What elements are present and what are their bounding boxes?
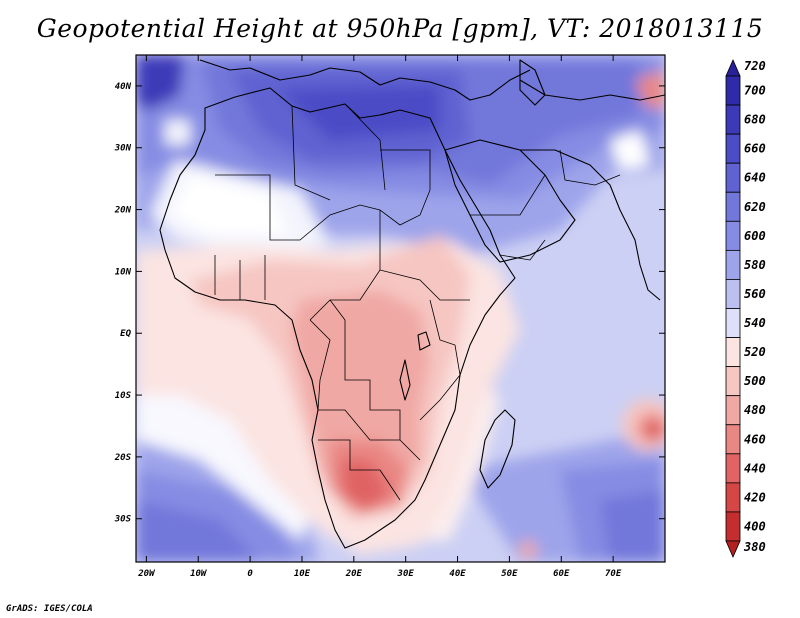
colorbar-label: 380: [743, 540, 766, 554]
colorbar-label: 540: [744, 316, 766, 330]
colorbar-swatch: [725, 366, 741, 397]
lon-tick-label: 60E: [553, 569, 570, 579]
plot-frame: [135, 54, 666, 563]
colorbar-label: 560: [744, 287, 766, 301]
colorbar-swatch: [725, 511, 741, 542]
lat-tick-label: EQ: [120, 329, 131, 339]
colorbar-swatch: [725, 424, 741, 455]
height-field: [136, 55, 665, 562]
colorbar-swatch: [725, 308, 741, 338]
colorbar-swatch: [725, 337, 741, 368]
credit-label: GrADS: IGES/COLA: [6, 604, 93, 614]
colorbar-swatch: [725, 59, 741, 77]
lon-tick-label: 20E: [345, 569, 363, 579]
colorbar-label: 620: [744, 200, 766, 214]
lon-tick-label: 70E: [605, 569, 622, 579]
colorbar-label: 440: [744, 461, 766, 475]
colorbar-swatch: [725, 540, 741, 558]
colorbar-label: 680: [744, 113, 766, 127]
colorbar-swatch: [725, 75, 741, 106]
lat-tick-label: 30S: [114, 515, 132, 525]
latitude-axis: 40N 30N 20N 10N EQ 10S 20S 30S: [114, 82, 665, 525]
lat-tick-label: 20S: [114, 453, 132, 463]
lat-tick-label: 30N: [114, 144, 132, 154]
lon-tick-label: 10W: [190, 569, 208, 579]
lat-tick-label: 10S: [115, 391, 132, 401]
colorbar-swatch: [725, 249, 741, 280]
colorbar-label: 500: [744, 374, 766, 388]
colorbar-label: 520: [744, 345, 766, 359]
colorbar-label: 720: [744, 59, 766, 73]
colorbar-swatch: [725, 220, 741, 251]
lon-tick-label: 40E: [449, 569, 466, 579]
lat-tick-label: 40N: [115, 82, 132, 92]
colorbar-label: 660: [744, 142, 766, 156]
longitude-axis: 20W 10W 0 10E 20E 30E 40E 50E 60E 70E: [137, 55, 622, 579]
lon-tick-label: 20W: [137, 569, 156, 579]
colorbar-swatch: [725, 482, 741, 513]
map-title: Geopotential Height at 950hPa [gpm], VT:…: [36, 14, 764, 43]
country-borders: [214, 103, 621, 501]
colorbar-swatch: [725, 279, 741, 309]
colorbar-label: 640: [744, 171, 766, 185]
colorbar-label: 420: [744, 490, 766, 504]
lat-tick-label: 10N: [115, 267, 132, 277]
colorbar-swatch: [725, 162, 741, 193]
colorbar-swatch: [725, 133, 741, 164]
colorbar: 720 700 680 660 640 620 600 580 560 540 520 500 480 4…: [725, 59, 766, 558]
colorbar-swatch: [725, 104, 741, 135]
colorbar-swatch: [725, 453, 741, 484]
lon-tick-label: 10E: [294, 569, 311, 579]
colorbar-label: 580: [744, 258, 766, 272]
lon-tick-label: 0: [247, 569, 253, 579]
colorbar-label: 460: [744, 432, 766, 446]
lon-tick-label: 30E: [397, 569, 415, 579]
colorbar-label: 600: [744, 229, 766, 243]
colorbar-label: 700: [744, 84, 766, 98]
colorbar-label: 400: [744, 519, 766, 533]
colorbar-swatch: [725, 191, 741, 222]
colorbar-label: 480: [744, 403, 766, 417]
colorbar-swatch: [725, 395, 741, 426]
lat-tick-label: 20N: [114, 206, 132, 216]
lon-tick-label: 50E: [501, 569, 518, 579]
